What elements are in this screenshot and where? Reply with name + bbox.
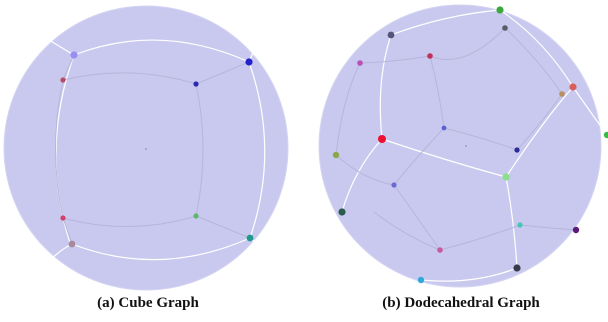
dodecahedral-graph-edges [335,0,608,282]
sphere [318,4,602,288]
vertex [60,215,66,221]
panel-dodecahedral-graph: (b) Dodecahedral Graph [314,0,608,322]
edge [505,86,574,178]
vertex [569,83,577,91]
vertex [559,91,565,97]
edge-top [73,39,250,63]
center-point [145,148,147,150]
panel-cube-graph: (a) Cube Graph [0,0,296,322]
vertex [332,151,340,159]
edge-bottom-right-stub [249,237,271,257]
vertex [417,276,425,284]
edge-link-tr [195,61,250,85]
vertex [427,53,433,59]
vertex [391,182,397,188]
vertex [245,58,253,66]
edge-right-outer [248,61,266,239]
center-point [465,145,467,147]
vertex [246,234,254,242]
vertex [441,125,447,131]
vertex [514,147,520,153]
edge [390,9,501,36]
edge [499,9,574,88]
vertex [60,77,66,83]
edge [439,224,521,251]
vertex [70,51,78,59]
vertex [603,131,608,139]
edge [420,267,518,282]
edge-inner-bottom [62,215,197,227]
vertex [378,135,386,143]
edge-bottom [71,237,251,261]
caption: (b) Dodecahedral Graph [382,295,540,311]
dodecahedral-graph-sphere-figure [318,0,608,288]
vertex [502,25,508,31]
edge-inner-top [62,72,197,85]
dodecahedral-graph-vertices [332,6,608,284]
edge [381,138,507,178]
edge [359,55,431,64]
edge [505,176,518,269]
sphere [3,5,289,291]
vertex [338,208,346,216]
caption: (a) Cube Graph [97,295,199,311]
cube-graph-sphere-figure [3,5,289,291]
edge [429,55,445,129]
vertex [496,6,504,14]
edge [516,93,563,151]
edge [335,154,395,186]
cube-graph-edges [45,31,271,263]
edge-link-tl [62,54,75,81]
vertex [357,60,363,66]
edge [379,34,392,140]
edge [393,184,441,251]
vertex [193,81,199,87]
edge-inner-left [55,79,64,219]
edge [443,127,518,151]
vertex [437,247,443,253]
vertex [517,222,523,228]
edge [429,27,506,60]
edge [393,127,445,186]
edge-link-bl [62,217,73,245]
vertex [387,31,395,39]
vertex [513,264,521,272]
vertex [502,173,510,181]
vertex [572,226,580,234]
vertex [68,240,76,248]
edge-link-br [195,215,251,239]
edge [504,27,563,95]
edge [335,62,361,156]
cube-graph-vertices [60,51,254,248]
edge [519,224,577,231]
vertex [193,213,199,219]
edge [373,211,441,251]
edge [572,86,608,136]
edge [341,138,383,213]
edge-inner-right [195,83,204,217]
